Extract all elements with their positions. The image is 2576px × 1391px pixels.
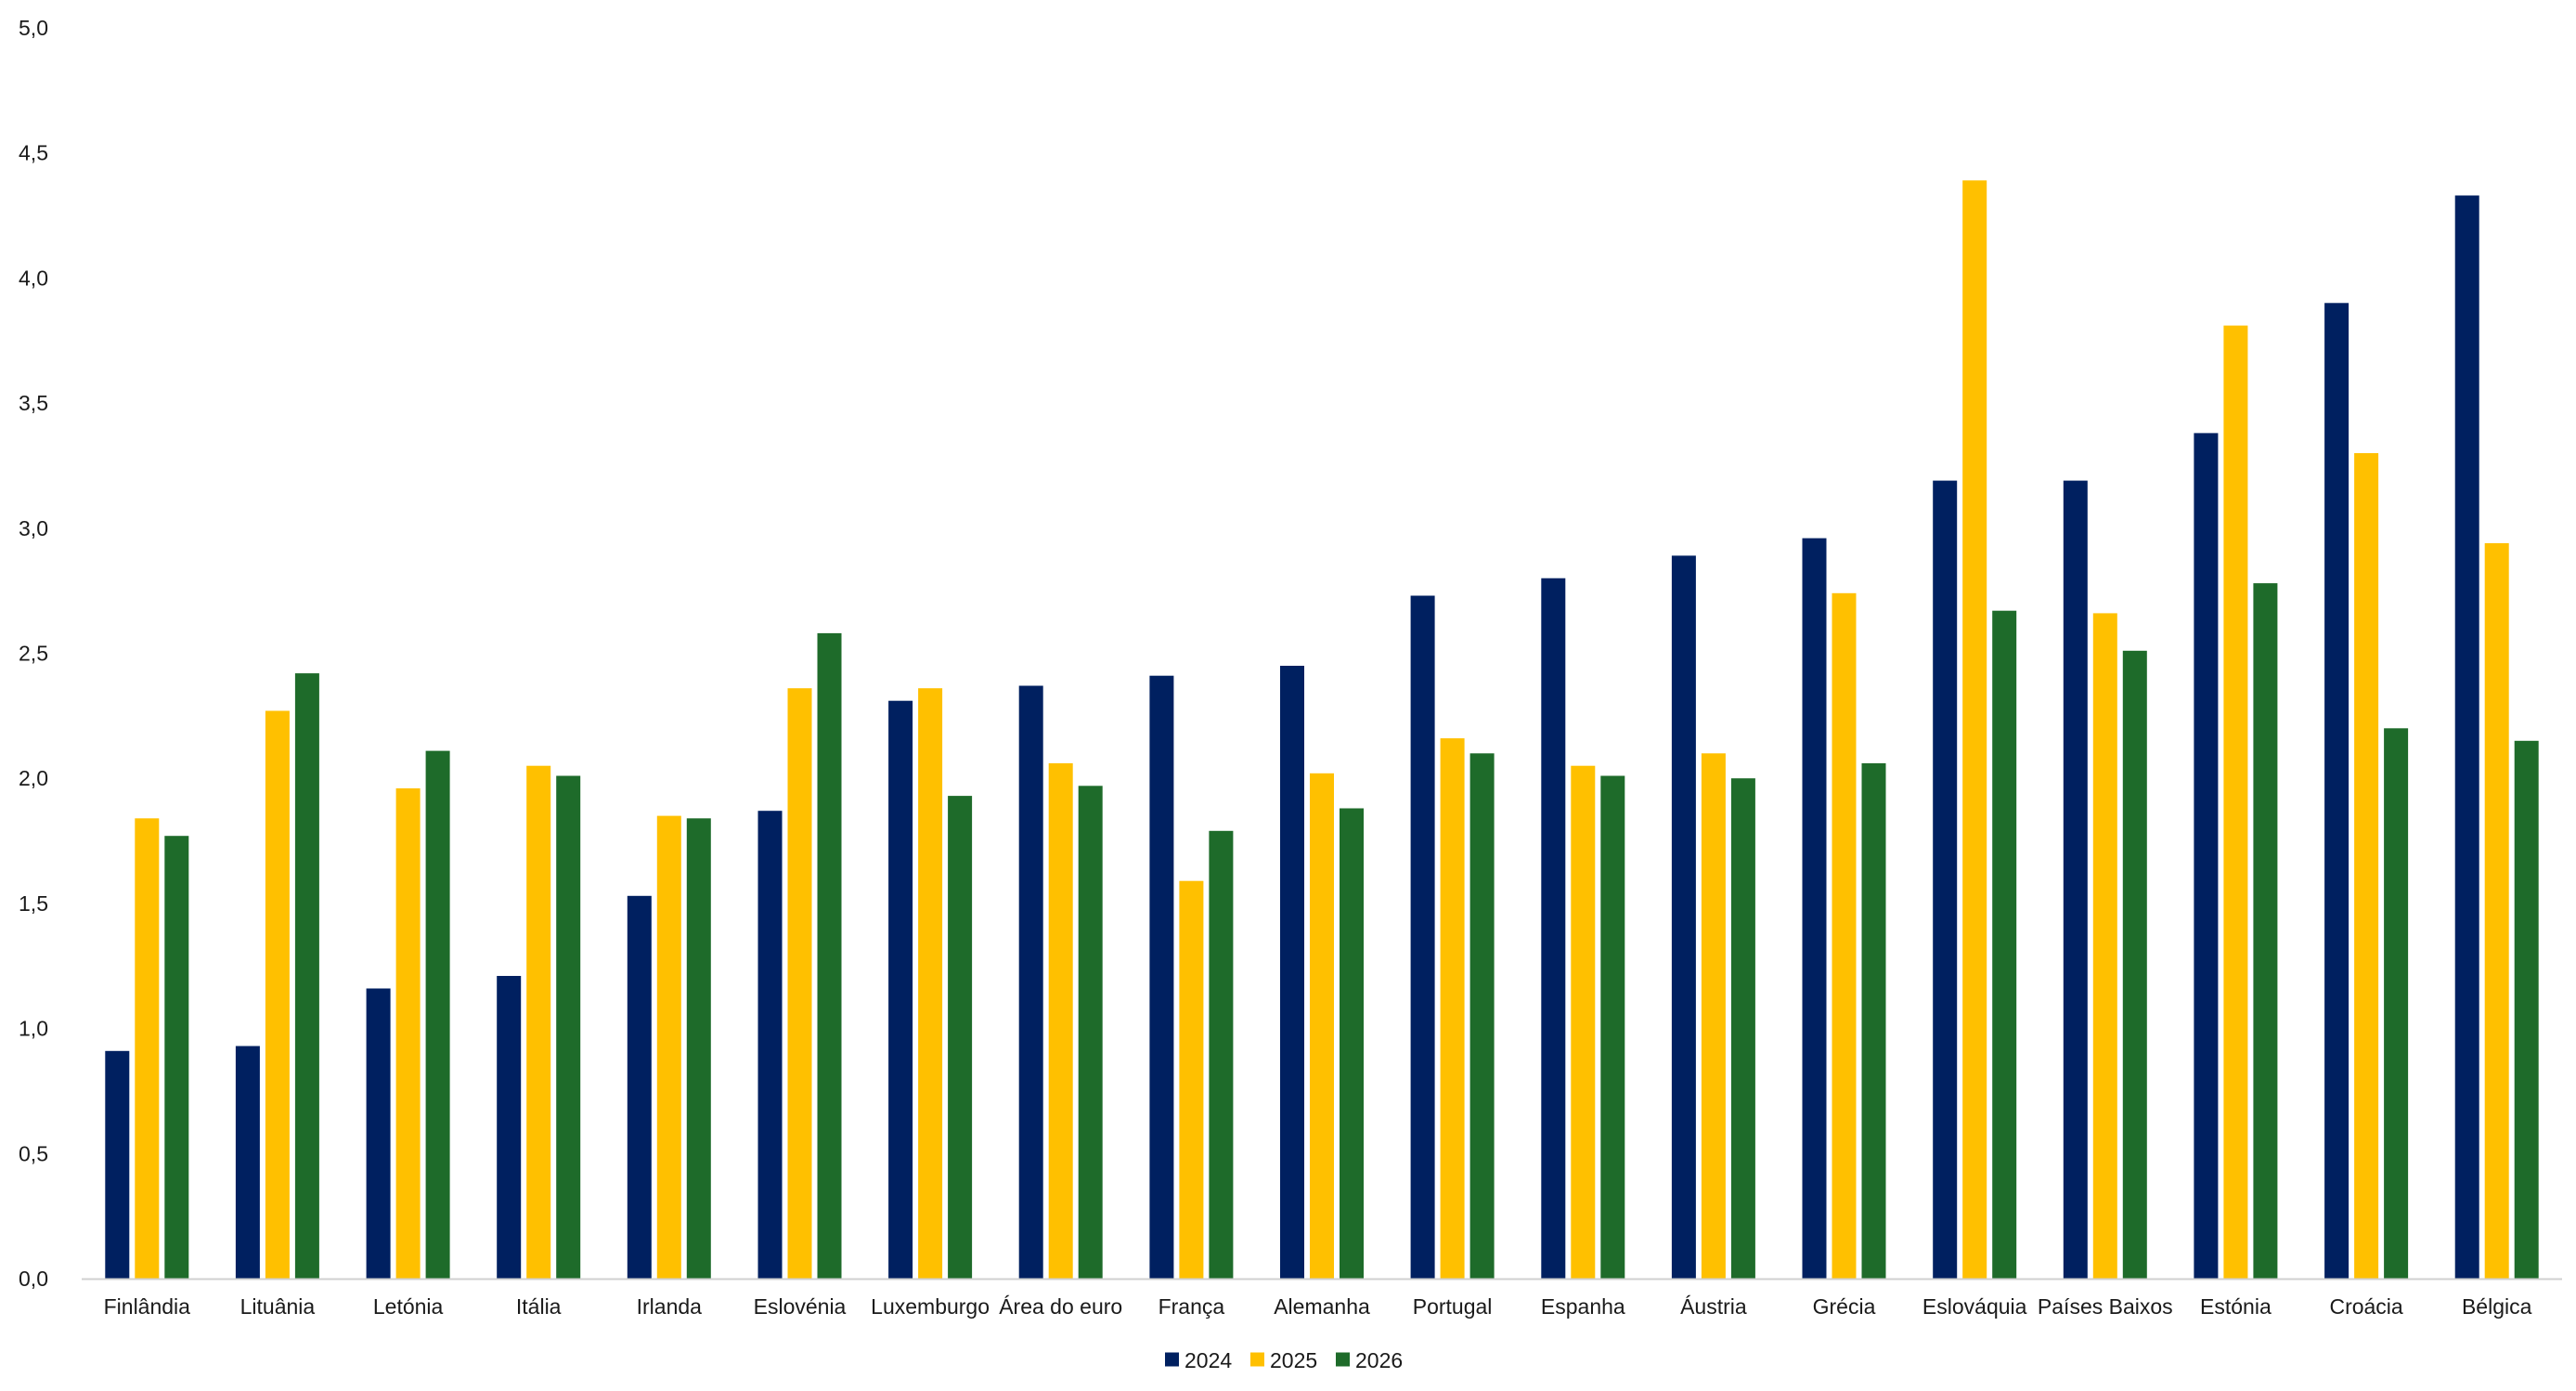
bar-2026-17 (2384, 728, 2409, 1279)
bar-2026-10 (1469, 753, 1495, 1279)
y-tick-label: 4,0 (19, 266, 48, 290)
bar-2025-9 (1310, 773, 1334, 1279)
bar-2025-17 (2354, 453, 2379, 1279)
bar-2024-11 (1541, 578, 1566, 1279)
y-tick-label: 2,0 (19, 766, 48, 790)
bar-2026-0 (164, 836, 189, 1279)
x-tick-label: Países Baixos (2038, 1294, 2173, 1319)
y-tick-label: 5,0 (19, 16, 48, 40)
bar-2025-2 (395, 788, 421, 1279)
bar-2024-13 (1802, 538, 1827, 1279)
bar-2025-8 (1179, 880, 1204, 1279)
y-tick-label: 3,5 (19, 391, 48, 415)
x-tick-label: Áustria (1680, 1294, 1747, 1319)
legend-label-2025: 2025 (1270, 1348, 1317, 1372)
bar-2026-9 (1340, 808, 1364, 1279)
bar-2024-0 (105, 1050, 130, 1279)
x-tick-label: Letónia (373, 1294, 444, 1319)
bars (105, 180, 2539, 1280)
bar-2025-10 (1440, 738, 1465, 1279)
y-tick-label: 1,5 (19, 891, 48, 916)
x-tick-label: Eslováquia (1922, 1294, 2027, 1319)
bar-2024-8 (1149, 675, 1174, 1279)
legend-swatch-2024 (1165, 1352, 1179, 1367)
bar-2026-2 (425, 750, 450, 1279)
bar-2025-15 (2092, 613, 2117, 1279)
bar-2024-9 (1280, 666, 1304, 1279)
x-tick-label: Finlândia (104, 1294, 191, 1319)
bar-2026-4 (686, 818, 711, 1279)
x-tick-label: França (1159, 1294, 1225, 1319)
bar-2024-6 (888, 700, 913, 1279)
y-tick-label: 0,0 (19, 1267, 48, 1291)
bar-2026-8 (1209, 830, 1234, 1279)
bar-2026-13 (1861, 763, 1886, 1279)
bar-2026-18 (2514, 740, 2539, 1279)
x-tick-label: Espanha (1541, 1294, 1625, 1319)
legend-label-2026: 2026 (1355, 1348, 1403, 1372)
bar-2024-2 (366, 988, 391, 1279)
bar-2024-5 (757, 811, 783, 1279)
bar-2024-3 (497, 976, 522, 1279)
bar-2024-1 (235, 1046, 260, 1279)
bar-2025-5 (787, 688, 812, 1279)
bar-2024-16 (2194, 433, 2219, 1279)
x-tick-label: Bélgica (2462, 1294, 2532, 1319)
x-tick-label: Itália (516, 1294, 562, 1319)
bar-2024-7 (1018, 685, 1043, 1279)
bar-2024-4 (627, 895, 652, 1279)
y-axis: 0,0 0,5 1,0 1,5 2,0 2,5 3,0 3,5 4,0 4,5 5,0 (19, 16, 48, 1291)
bar-2024-15 (2063, 480, 2088, 1279)
bar-2026-15 (2122, 650, 2147, 1279)
bar-2026-1 (294, 673, 319, 1279)
bar-2026-6 (948, 796, 973, 1279)
x-tick-label: Grécia (1813, 1294, 1876, 1319)
x-axis: Finlândia Lituânia Letónia Itália Irlanda Esl… (82, 1278, 2562, 1319)
bar-2026-14 (1992, 610, 2017, 1279)
x-tick-label: Lituânia (240, 1294, 316, 1319)
x-tick-label: Área do euro (999, 1294, 1122, 1319)
x-tick-label: Estónia (2200, 1294, 2272, 1319)
x-tick-label: Croácia (2329, 1294, 2402, 1319)
bar-2025-0 (135, 818, 160, 1279)
bar-2025-12 (1701, 753, 1726, 1279)
legend-swatch-2026 (1336, 1352, 1350, 1367)
x-tick-label: Portugal (1413, 1294, 1493, 1319)
bar-2025-14 (1962, 180, 1987, 1279)
x-tick-label: Alemanha (1274, 1294, 1370, 1319)
x-tick-label: Eslovénia (754, 1294, 847, 1319)
bar-2024-12 (1671, 555, 1696, 1279)
bar-2025-11 (1571, 765, 1596, 1279)
legend: 2024 2025 2026 (1165, 1348, 1403, 1372)
bar-2026-11 (1600, 775, 1625, 1279)
bar-2026-16 (2253, 583, 2278, 1279)
bar-2025-1 (265, 710, 290, 1279)
bar-2025-3 (526, 765, 551, 1279)
y-tick-label: 1,0 (19, 1017, 48, 1041)
y-tick-label: 4,5 (19, 141, 48, 165)
y-tick-label: 2,5 (19, 642, 48, 666)
bar-2026-12 (1730, 778, 1755, 1279)
bar-2026-3 (556, 775, 581, 1279)
bar-2024-10 (1410, 595, 1435, 1279)
bar-2025-7 (1048, 763, 1073, 1279)
bar-2025-6 (918, 688, 943, 1279)
legend-swatch-2025 (1250, 1352, 1264, 1367)
bar-2024-17 (2324, 303, 2349, 1279)
bar-2026-5 (817, 632, 842, 1279)
y-tick-label: 3,0 (19, 516, 48, 540)
bar-2025-13 (1832, 592, 1857, 1279)
bar-2024-14 (1933, 480, 1958, 1279)
x-tick-label: Irlanda (637, 1294, 703, 1319)
bar-2025-18 (2484, 543, 2509, 1279)
bar-2026-7 (1078, 786, 1103, 1279)
bar-2024-18 (2454, 195, 2479, 1279)
bar-2025-4 (656, 815, 681, 1279)
y-tick-label: 0,5 (19, 1141, 48, 1165)
bar-2025-16 (2223, 325, 2248, 1280)
x-tick-label: Luxemburgo (871, 1294, 990, 1319)
legend-label-2024: 2024 (1184, 1348, 1232, 1372)
